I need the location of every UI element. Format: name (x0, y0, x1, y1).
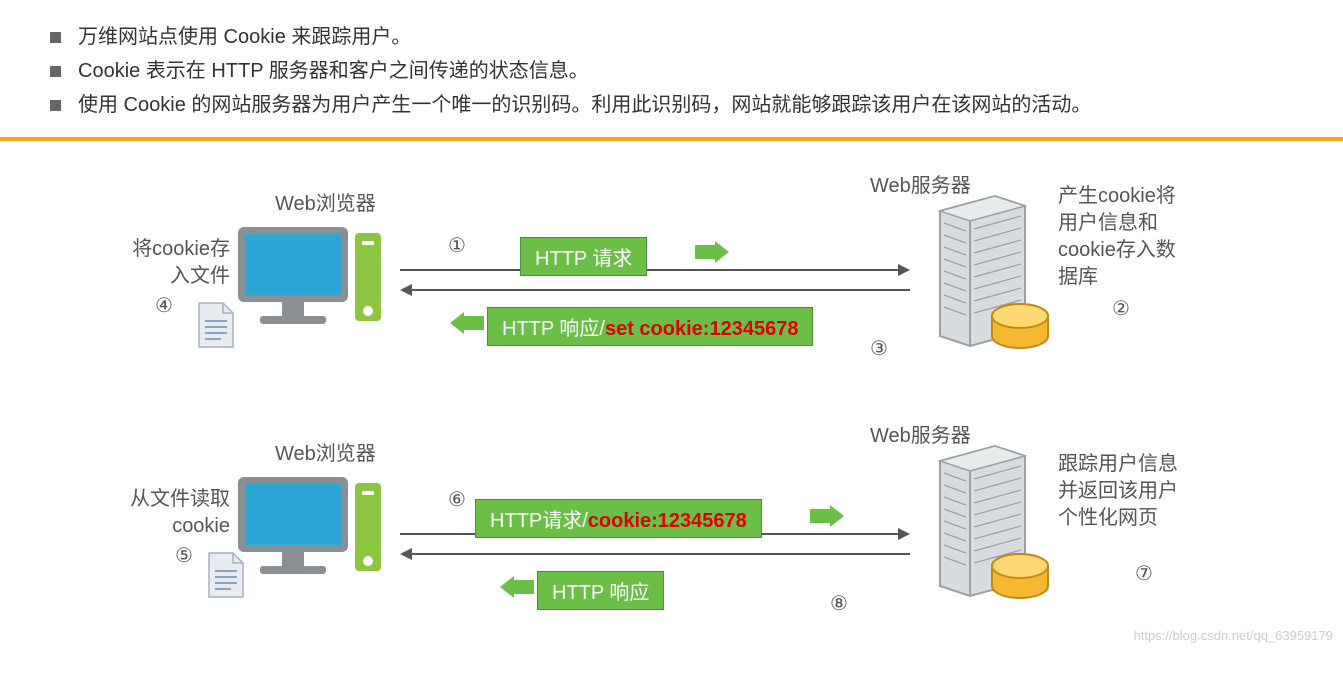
bullet-list: 万维网站点使用 Cookie 来跟踪用户。 Cookie 表示在 HTTP 服务… (0, 0, 1343, 137)
http-response-2: HTTP 响应 (537, 571, 664, 610)
browser-icon (230, 469, 390, 589)
step-2: ② (1112, 296, 1130, 321)
step-6: ⑥ (448, 487, 466, 512)
http-request-2: HTTP请求/cookie:12345678 (475, 499, 762, 538)
step-3: ③ (870, 336, 888, 361)
http-response-1: HTTP 响应/set cookie:12345678 (487, 307, 813, 346)
right-note-2: 跟踪用户信息并返回该用户个性化网页 (1058, 451, 1188, 532)
left-note-2: 从文件读取cookie (130, 486, 230, 540)
browser-title-1: Web浏览器 (275, 191, 376, 217)
green-arrow-right (695, 241, 729, 263)
left-note-1: 将cookie存入文件 (130, 236, 230, 290)
green-arrow-left (500, 576, 534, 598)
file-icon (205, 551, 247, 601)
resp-prefix: HTTP 响应/ (502, 318, 605, 340)
step-8: ⑧ (830, 591, 848, 616)
cookie-diagram: Web浏览器 Web服务器 将cookie存入文件 ④ 产生cookie将用户信… (0, 161, 1343, 651)
green-arrow-right (810, 505, 844, 527)
step-1: ① (448, 233, 466, 258)
server-icon (920, 191, 1060, 356)
resp-red: set cookie:12345678 (605, 318, 798, 340)
bullet-item: 使用 Cookie 的网站服务器为用户产生一个唯一的识别码。利用此识别码，网站就… (50, 88, 1293, 122)
watermark: https://blog.csdn.net/qq_63959179 (1134, 628, 1334, 643)
step-7: ⑦ (1135, 561, 1153, 586)
step-4: ④ (155, 293, 173, 318)
bullet-item: 万维网站点使用 Cookie 来跟踪用户。 (50, 20, 1293, 54)
browser-icon (230, 219, 390, 339)
orange-divider (0, 137, 1343, 141)
green-arrow-left (450, 312, 484, 334)
server-icon (920, 441, 1060, 606)
file-icon (195, 301, 237, 351)
arrow-line (400, 269, 900, 271)
step-5: ⑤ (175, 543, 193, 568)
right-note-1: 产生cookie将用户信息和cookie存入数据库 (1058, 183, 1188, 291)
req-red: cookie:12345678 (588, 510, 747, 532)
http-request-1: HTTP 请求 (520, 237, 647, 276)
arrow-line (410, 553, 910, 555)
arrow-line (410, 289, 910, 291)
browser-title-2: Web浏览器 (275, 441, 376, 467)
bullet-item: Cookie 表示在 HTTP 服务器和客户之间传递的状态信息。 (50, 54, 1293, 88)
req-prefix: HTTP请求/ (490, 510, 588, 532)
